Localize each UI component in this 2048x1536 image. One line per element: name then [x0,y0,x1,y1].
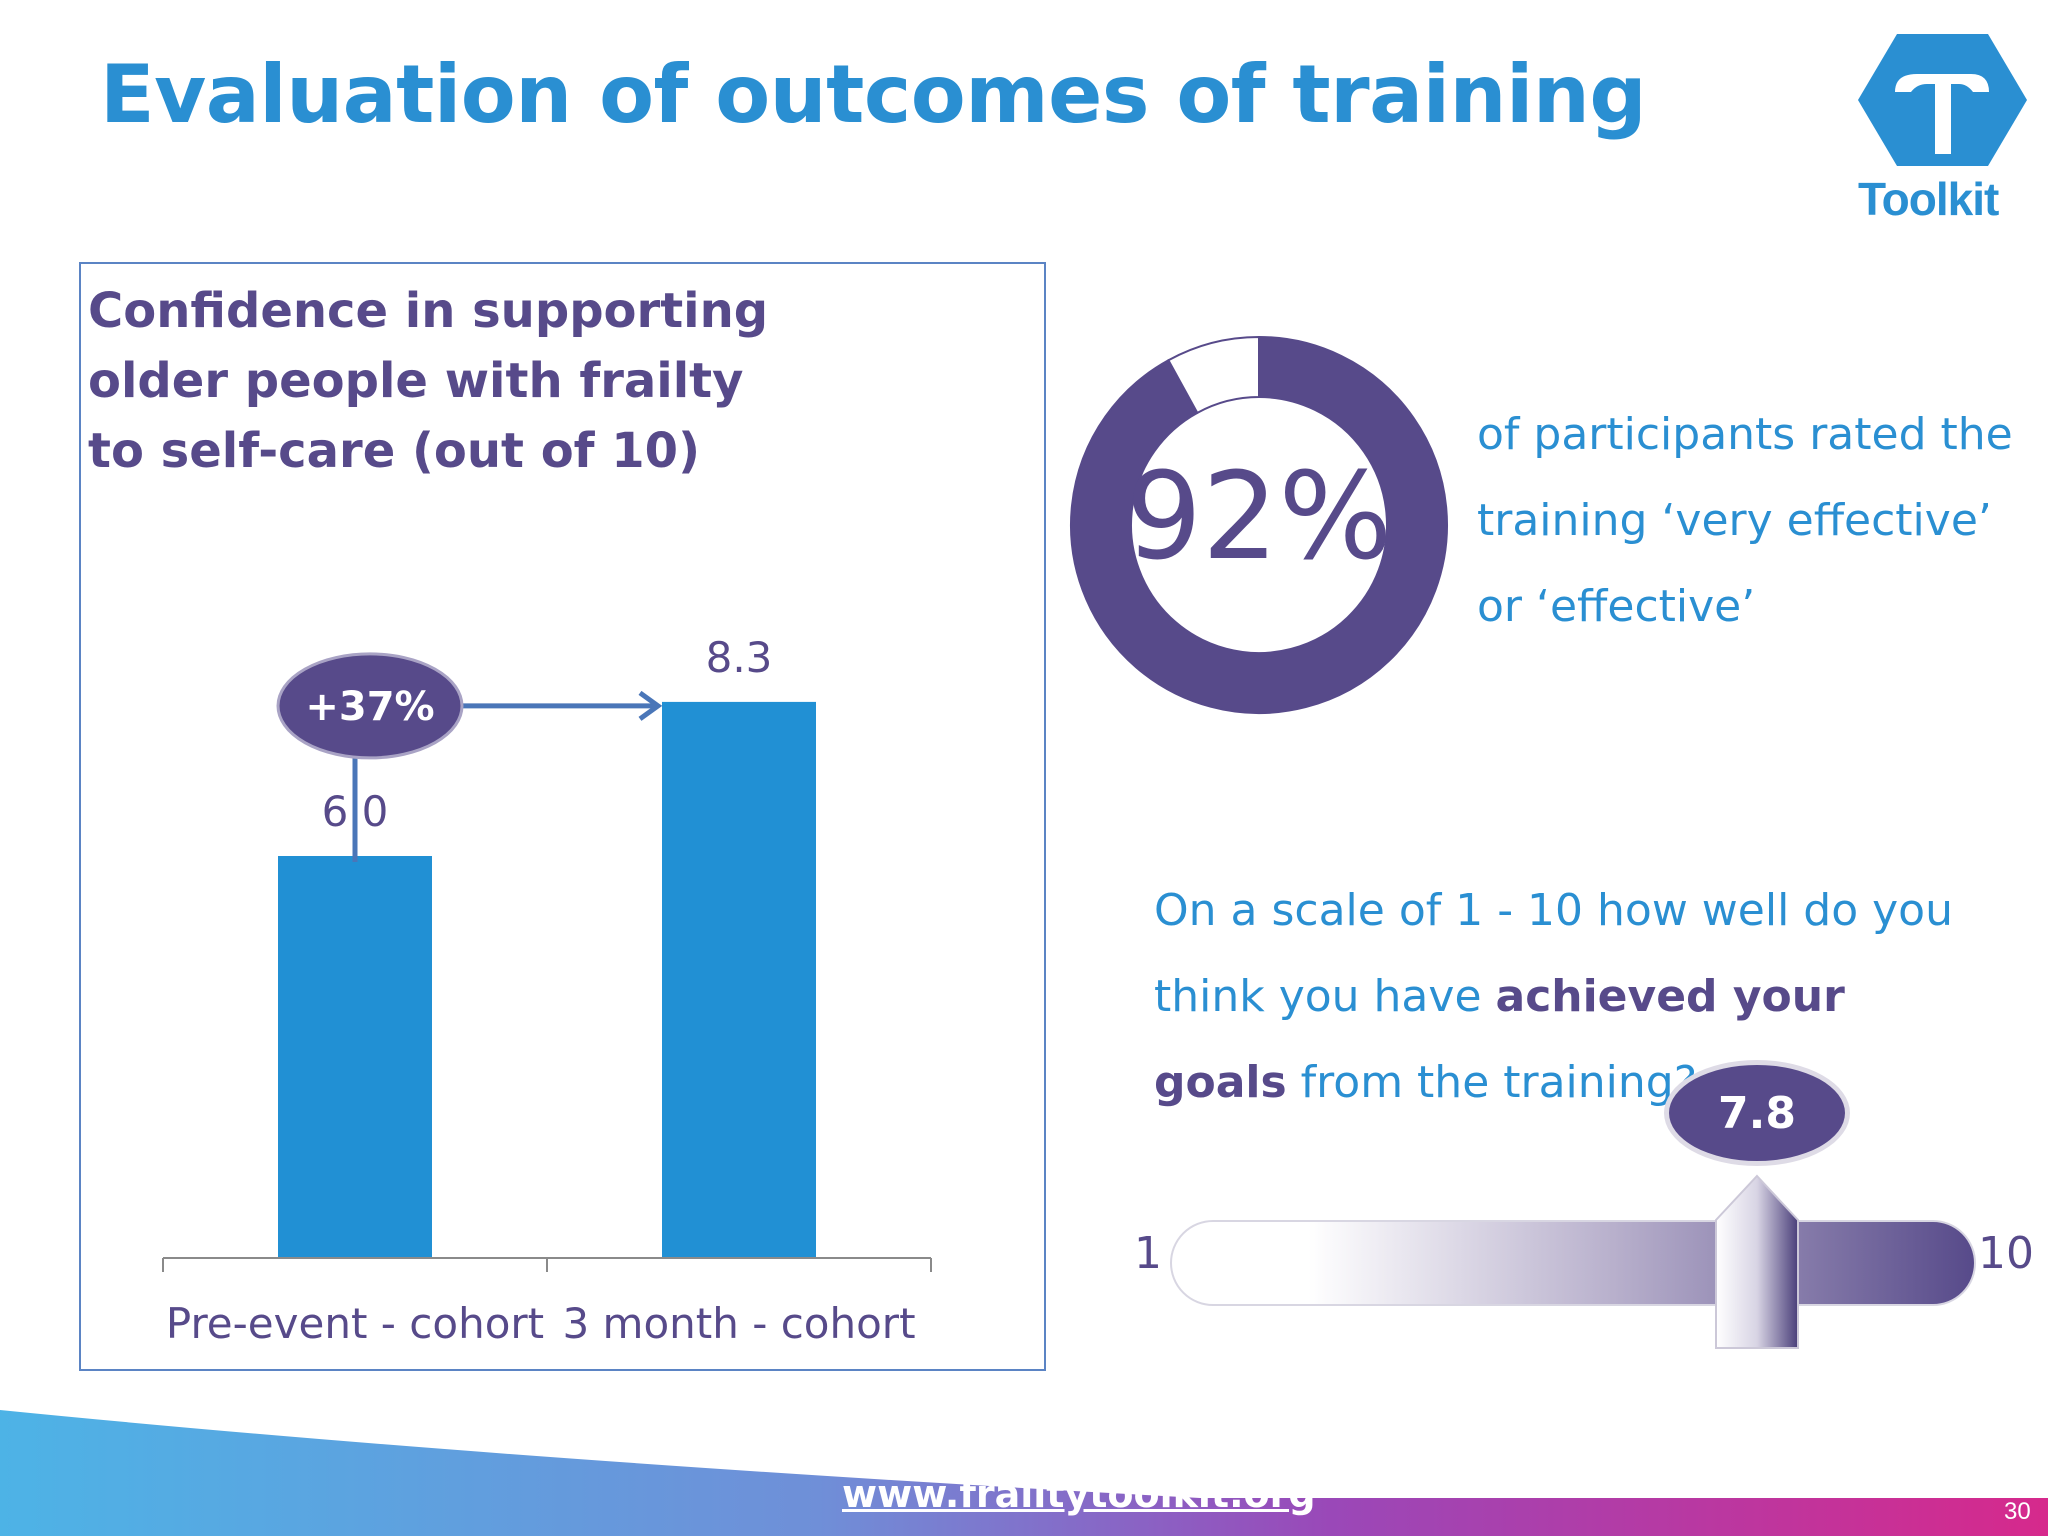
donut-slice [1070,335,1448,714]
page-title: Evaluation of outcomes of training [100,48,1647,141]
change-label: +37% [305,684,434,730]
goals-question-text: On a scale of 1 - 10 how well do you thi… [1154,885,1953,1022]
donut-chart [1070,335,1448,714]
bar [278,856,432,1258]
change-bubble [276,652,464,760]
x-tick-label: Pre-event - cohort [166,1299,544,1348]
bar-chart-panel [79,262,1046,1371]
annotation-arrowhead [638,690,663,721]
x-tick-label: 3 month - cohort [562,1299,915,1348]
toolkit-logo-icon [1858,34,2027,166]
donut-slice [1167,335,1260,415]
scale-min-label: 1 [1134,1228,1162,1279]
goals-value-bubble: 7.8 [1664,1060,1850,1166]
goals-scale-bar [1170,1220,1976,1306]
footer-url-link[interactable]: www.frailtytoolkit.org [842,1472,1316,1516]
bar [662,701,816,1258]
page-number: 30 [2004,1498,2031,1525]
footer-band [0,1410,2048,1536]
scale-max-label: 10 [1978,1228,2034,1279]
scale-marker-icon [1715,1174,1799,1349]
goals-question-text-end: from the training? [1286,1057,1698,1108]
donut-caption: of participants rated the training ‘very… [1477,409,2013,632]
goals-question: On a scale of 1 - 10 how well do you thi… [1154,868,1974,1126]
bar-chart-title: Confidence in supporting older people wi… [88,283,769,479]
bar-value-label: 8.3 [706,633,773,682]
goals-question-emphasis: achieved your goals [1154,971,1845,1108]
logo-text: Toolkit [1858,173,1999,225]
donut-center-label: 92% [1125,448,1393,587]
